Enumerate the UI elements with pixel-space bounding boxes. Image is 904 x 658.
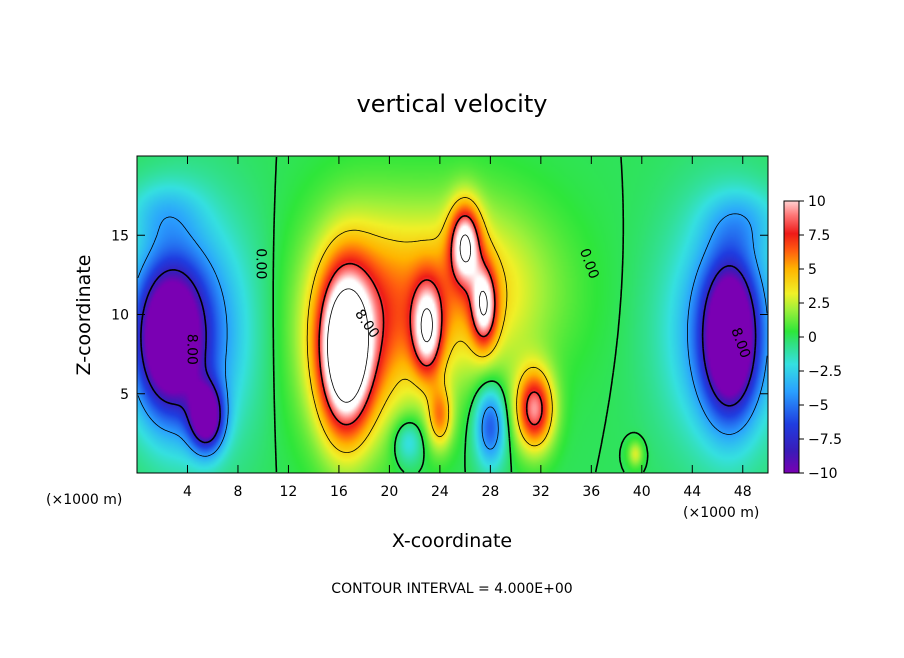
colorbar-tick-label: −7.5 [808, 432, 842, 448]
contour-level [318, 215, 543, 426]
contour-lines [137, 156, 768, 473]
x-tick-label: 8 [233, 484, 242, 500]
contour-level [137, 213, 768, 457]
contour-level [272, 156, 649, 473]
contour-level [306, 197, 553, 453]
contour-label: 0.00 [253, 248, 269, 279]
colorbar-tick-label: 0 [808, 330, 817, 346]
colorbar-scale [783, 200, 800, 474]
contour-level [140, 265, 757, 444]
colorbar-tick-label: −10 [808, 466, 838, 482]
colorbar-tick-label: 5 [808, 262, 817, 278]
x-axis: 4 8 12 16 20 24 28 32 36 40 44 48 [183, 156, 752, 500]
velocity-field [137, 156, 768, 473]
chart-title: vertical velocity [357, 90, 548, 118]
colorbar-tick-label: −2.5 [808, 364, 842, 380]
x-tick-label: 36 [582, 484, 600, 500]
y-tick-label: 10 [111, 308, 129, 324]
colorbar-tick-label: 10 [808, 194, 826, 210]
contour-interval-note: CONTOUR INTERVAL = 4.000E+00 [331, 581, 572, 597]
y-tick-label: 5 [120, 387, 129, 403]
contour-label: 8.00 [183, 334, 199, 365]
x-tick-label: 40 [633, 484, 651, 500]
x-unit-left: (×1000 m) [46, 492, 122, 508]
y-axis: 5 10 15 [111, 228, 768, 403]
y-tick-label: 15 [111, 228, 129, 244]
x-axis-label: X-coordinate [392, 530, 512, 552]
x-tick-label: 28 [481, 484, 499, 500]
colorbar-tick-label: 7.5 [808, 228, 830, 244]
x-unit-right: (×1000 m) [683, 505, 759, 521]
x-tick-label: 44 [683, 484, 701, 500]
y-axis-label: Z-coordinate [73, 255, 95, 376]
colorbar-tick-label: 2.5 [808, 296, 830, 312]
x-tick-label: 16 [330, 484, 348, 500]
x-tick-label: 48 [734, 484, 752, 500]
colorbar-tick-label: −5 [808, 398, 829, 414]
x-tick-label: 20 [380, 484, 398, 500]
x-tick-label: 4 [183, 484, 192, 500]
x-tick-label: 24 [431, 484, 449, 500]
x-tick-label: 32 [532, 484, 550, 500]
colorbar: 10 7.5 5 2.5 0 −2.5 −5 −7.5 −10 [783, 194, 842, 482]
contour-level [327, 234, 488, 403]
x-tick-label: 12 [280, 484, 298, 500]
